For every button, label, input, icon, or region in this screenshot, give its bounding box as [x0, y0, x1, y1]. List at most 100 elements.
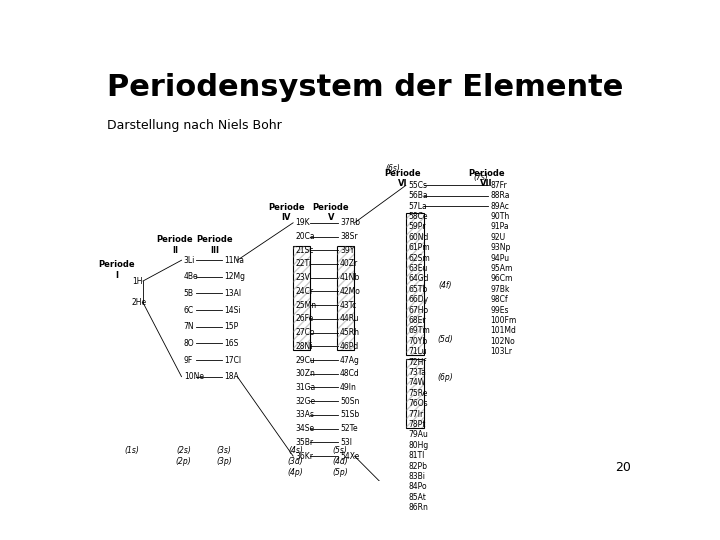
Text: 92U: 92U — [490, 233, 505, 242]
Text: (2s): (2s) — [176, 446, 192, 455]
Text: 60Nd: 60Nd — [408, 233, 428, 242]
Text: 23V: 23V — [295, 273, 310, 282]
Bar — [292, 246, 310, 350]
Text: 71Lu: 71Lu — [408, 347, 427, 356]
Text: 97Bk: 97Bk — [490, 285, 510, 294]
Text: Periode
IV: Periode IV — [268, 203, 305, 222]
Text: 15P: 15P — [224, 322, 238, 331]
Bar — [337, 246, 354, 350]
Text: 46Pd: 46Pd — [340, 342, 359, 351]
Text: 20Ca: 20Ca — [295, 232, 315, 241]
Text: 62Sm: 62Sm — [408, 254, 430, 262]
Text: 88Ra: 88Ra — [490, 191, 510, 200]
Text: 81Tl: 81Tl — [408, 451, 424, 460]
Text: 90Th: 90Th — [490, 212, 510, 221]
Text: 1H: 1H — [132, 276, 143, 286]
Bar — [292, 246, 310, 350]
Text: Darstellung nach Niels Bohr: Darstellung nach Niels Bohr — [107, 119, 282, 132]
Text: 36Kr: 36Kr — [295, 451, 313, 461]
Text: 84Po: 84Po — [408, 482, 427, 491]
Text: 11Na: 11Na — [224, 256, 244, 265]
Text: 6C: 6C — [184, 306, 194, 315]
Text: 70Yb: 70Yb — [408, 337, 427, 346]
Text: (5s): (5s) — [333, 446, 348, 455]
Text: 26Fe: 26Fe — [295, 314, 314, 323]
Text: 29Cu: 29Cu — [295, 355, 315, 364]
Text: 98Cf: 98Cf — [490, 295, 508, 304]
Text: 27Co: 27Co — [295, 328, 315, 337]
Text: 72Hf: 72Hf — [408, 357, 426, 367]
Text: 17Cl: 17Cl — [224, 355, 241, 364]
Text: (2p): (2p) — [176, 457, 192, 466]
Text: 101Md: 101Md — [490, 326, 516, 335]
Bar — [406, 213, 423, 355]
Text: 67Ho: 67Ho — [408, 306, 428, 315]
Text: 20: 20 — [616, 461, 631, 474]
Text: (4s): (4s) — [288, 446, 303, 455]
Text: (1s): (1s) — [125, 446, 139, 455]
Text: 65Tb: 65Tb — [408, 285, 427, 294]
Text: (3s): (3s) — [217, 446, 231, 455]
Text: 75Re: 75Re — [408, 389, 428, 398]
Text: 99Es: 99Es — [490, 306, 509, 315]
Text: Periode
II: Periode II — [156, 235, 193, 255]
Text: 52Te: 52Te — [340, 424, 358, 433]
Text: 2He: 2He — [132, 298, 147, 307]
Text: 5B: 5B — [184, 289, 194, 298]
Text: 93Np: 93Np — [490, 243, 511, 252]
Text: (5d): (5d) — [437, 335, 453, 344]
Text: 63Eu: 63Eu — [408, 264, 428, 273]
Text: 28Ni: 28Ni — [295, 342, 313, 351]
Text: 12Mg: 12Mg — [224, 272, 245, 281]
Text: 33As: 33As — [295, 410, 315, 420]
Text: 100Fm: 100Fm — [490, 316, 517, 325]
Text: 34Se: 34Se — [295, 424, 315, 433]
Text: 68Er: 68Er — [408, 316, 426, 325]
Text: (3p): (3p) — [216, 457, 232, 466]
Text: 85At: 85At — [408, 492, 426, 502]
Text: 50Sn: 50Sn — [340, 397, 359, 406]
Text: 73Ta: 73Ta — [408, 368, 426, 377]
Text: 31Ga: 31Ga — [295, 383, 315, 392]
Bar — [406, 359, 423, 428]
Text: 37Rb: 37Rb — [340, 218, 360, 227]
Text: 51Sb: 51Sb — [340, 410, 359, 420]
Bar — [406, 359, 423, 428]
Text: 35Br: 35Br — [295, 438, 313, 447]
Text: 66Dy: 66Dy — [408, 295, 428, 304]
Text: 18A: 18A — [224, 372, 238, 381]
Text: (5p): (5p) — [332, 468, 348, 477]
Text: 102No: 102No — [490, 337, 516, 346]
Text: (6p): (6p) — [437, 373, 453, 382]
Bar — [337, 246, 354, 350]
Text: 3Li: 3Li — [184, 256, 195, 265]
Text: 45Rh: 45Rh — [340, 328, 360, 337]
Text: 57La: 57La — [408, 201, 427, 211]
Text: 32Ge: 32Ge — [295, 397, 315, 406]
Text: 38Sr: 38Sr — [340, 232, 358, 241]
Text: Periode
V: Periode V — [312, 203, 349, 222]
Text: 39Y: 39Y — [340, 246, 354, 255]
Text: (4f): (4f) — [438, 281, 451, 289]
Text: 44Ru: 44Ru — [340, 314, 359, 323]
Text: 58Ce: 58Ce — [408, 212, 428, 221]
Text: 96Cm: 96Cm — [490, 274, 513, 284]
Text: 95Am: 95Am — [490, 264, 513, 273]
Text: 94Pu: 94Pu — [490, 254, 510, 262]
Text: Periode
VII: Periode VII — [468, 168, 505, 188]
Text: 9F: 9F — [184, 355, 193, 364]
Text: 91Pa: 91Pa — [490, 222, 509, 232]
Text: Periode
I: Periode I — [99, 260, 135, 280]
Text: (7s): (7s) — [473, 173, 488, 183]
Text: Periode
III: Periode III — [197, 235, 233, 255]
Text: 56Ba: 56Ba — [408, 191, 428, 200]
Text: (4d): (4d) — [332, 457, 348, 466]
Text: 22Ti: 22Ti — [295, 259, 312, 268]
Text: 86Rn: 86Rn — [408, 503, 428, 512]
Text: 80Hg: 80Hg — [408, 441, 428, 450]
Text: 25Mn: 25Mn — [295, 301, 317, 309]
Text: 77Ir: 77Ir — [408, 409, 423, 418]
Text: 41Nb: 41Nb — [340, 273, 360, 282]
Text: 16S: 16S — [224, 339, 238, 348]
Text: (4p): (4p) — [287, 468, 303, 477]
